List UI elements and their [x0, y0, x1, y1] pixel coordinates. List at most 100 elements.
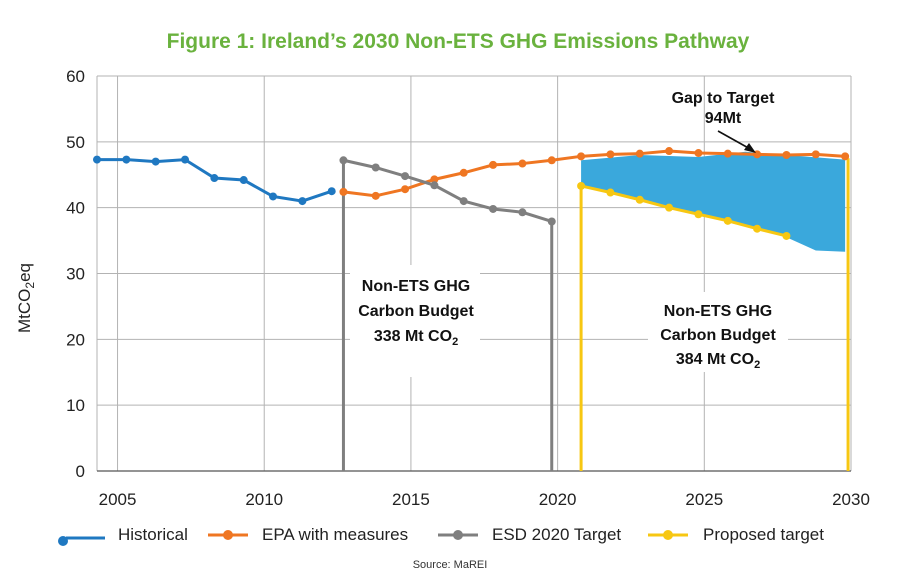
legend-label-historical: Historical — [118, 525, 188, 544]
legend-item-epa: EPA with measures — [208, 525, 408, 544]
y-axis-label-tail: eq — [15, 263, 34, 282]
x-tick-label-2015: 2015 — [392, 490, 430, 509]
gap-annotation-line2: 94Mt — [705, 110, 742, 127]
point-proposed-target-7 — [753, 224, 762, 233]
point-epa-with-measures-7 — [518, 159, 527, 168]
budget-annotation-2-line2: Carbon Budget — [660, 327, 776, 344]
legend-marker-proposed — [663, 530, 673, 540]
gap-region — [581, 151, 846, 252]
budget-annotation-1-bg — [350, 265, 480, 377]
y-tick-label-50: 50 — [66, 133, 85, 152]
grid — [96, 75, 852, 472]
point-epa-with-measures-8 — [547, 156, 556, 165]
point-esd-2020-target-6 — [489, 204, 498, 213]
point-epa-with-measures-3 — [401, 185, 410, 194]
gap-annotation: Gap to Target 94Mt — [672, 90, 775, 153]
budget-annotation-2-value: 384 Mt CO — [676, 351, 754, 368]
point-epa-with-measures-4 — [430, 175, 439, 184]
budget-annotation-1-line1: Non-ETS GHG — [362, 278, 470, 295]
point-epa-with-measures-6 — [489, 160, 498, 169]
point-historical-3 — [151, 157, 160, 166]
y-axis-label-sub: 2 — [23, 282, 37, 289]
point-proposed-target-4 — [665, 203, 674, 212]
series-line-epa-with-measures — [343, 149, 846, 198]
point-epa-with-measures-13 — [694, 149, 703, 158]
x-tick-label-2020: 2020 — [539, 490, 577, 509]
point-historical-8 — [298, 197, 307, 206]
budget-vertical-lines — [341, 158, 850, 471]
y-tick-label-10: 10 — [66, 396, 85, 415]
y-tick-label-40: 40 — [66, 199, 85, 218]
budget-annotation-2-sub: 2 — [754, 359, 760, 371]
source-note: Source: MaREI — [413, 559, 488, 571]
point-esd-2020-target-3 — [401, 172, 410, 181]
point-epa-with-measures-14 — [723, 149, 732, 158]
gap-arrow-head — [744, 143, 756, 153]
legend-marker-historical — [58, 536, 68, 546]
point-epa-with-measures-10 — [606, 150, 615, 159]
point-epa-with-measures-9 — [577, 152, 586, 161]
point-historical-9 — [327, 187, 336, 196]
y-tick-label-60: 60 — [66, 67, 85, 86]
legend-marker-esd — [453, 530, 463, 540]
point-proposed-target-2 — [606, 188, 615, 197]
point-epa-with-measures-17 — [811, 150, 820, 159]
point-esd-2020-target-1 — [339, 156, 348, 165]
gap-to-target-area — [581, 151, 846, 252]
budget-annotation-1-line2: Carbon Budget — [358, 303, 474, 320]
legend-item-esd: ESD 2020 Target — [438, 525, 621, 544]
x-tick-label-2010: 2010 — [245, 490, 283, 509]
point-epa-with-measures-2 — [371, 191, 380, 200]
y-axis-label-main: MtCO — [15, 289, 34, 333]
budget-annotation-1-value: 338 Mt CO — [374, 328, 452, 345]
x-tick-label-2025: 2025 — [685, 490, 723, 509]
point-epa-with-measures-18 — [841, 152, 850, 161]
y-tick-label-30: 30 — [66, 265, 85, 284]
point-proposed-target-3 — [635, 195, 644, 204]
x-tick-label-2005: 2005 — [99, 490, 137, 509]
y-tick-label-20: 20 — [66, 330, 85, 349]
budget-annotation-2-line3: 384 Mt CO2 — [676, 351, 760, 371]
point-esd-2020-target-7 — [518, 208, 527, 217]
point-proposed-target-6 — [723, 216, 732, 225]
point-proposed-target-5 — [694, 210, 703, 219]
gap-annotation-line1: Gap to Target — [672, 90, 775, 107]
x-tick-label-2030: 2030 — [832, 490, 870, 509]
point-historical-1 — [93, 155, 101, 164]
point-epa-with-measures-5 — [459, 168, 468, 177]
point-proposed-target-8 — [782, 231, 791, 240]
point-epa-with-measures-1 — [339, 187, 348, 196]
legend-label-epa: EPA with measures — [262, 525, 408, 544]
point-epa-with-measures-11 — [635, 149, 644, 158]
point-esd-2020-target-8 — [547, 217, 556, 226]
budget-annotation-1-line3: 338 Mt CO2 — [374, 328, 458, 348]
point-historical-6 — [239, 176, 248, 185]
point-proposed-target-1 — [577, 181, 586, 190]
legend-marker-epa — [223, 530, 233, 540]
budget-annotation-2-bg — [648, 292, 788, 372]
y-tick-label-0: 0 — [76, 462, 85, 481]
point-esd-2020-target-5 — [459, 197, 468, 206]
budget-annotation-2-line1: Non-ETS GHG — [664, 303, 772, 320]
budget-annotation-1: Non-ETS GHG Carbon Budget 338 Mt CO2 — [350, 265, 480, 377]
legend-label-proposed: Proposed target — [703, 525, 824, 544]
series-line-proposed-target — [580, 184, 787, 238]
legend-item-proposed: Proposed target — [648, 525, 824, 544]
point-epa-with-measures-16 — [782, 151, 791, 159]
legend-item-historical: Historical — [58, 525, 188, 546]
point-epa-with-measures-12 — [665, 147, 674, 156]
point-historical-2 — [122, 155, 131, 164]
budget-annotation-2: Non-ETS GHG Carbon Budget 384 Mt CO2 — [648, 292, 788, 372]
legend-label-esd: ESD 2020 Target — [492, 525, 621, 544]
point-historical-5 — [210, 174, 219, 183]
chart-title: Figure 1: Ireland’s 2030 Non-ETS GHG Emi… — [167, 30, 750, 53]
point-esd-2020-target-4 — [430, 181, 439, 190]
legend: Historical EPA with measures ESD 2020 Ta… — [58, 525, 824, 546]
y-axis-label: MtCO2eq — [15, 263, 37, 333]
series-line-esd-2020-target — [343, 158, 553, 223]
point-esd-2020-target-2 — [371, 163, 380, 172]
budget-annotation-1-sub: 2 — [452, 336, 458, 348]
point-historical-7 — [269, 192, 278, 201]
